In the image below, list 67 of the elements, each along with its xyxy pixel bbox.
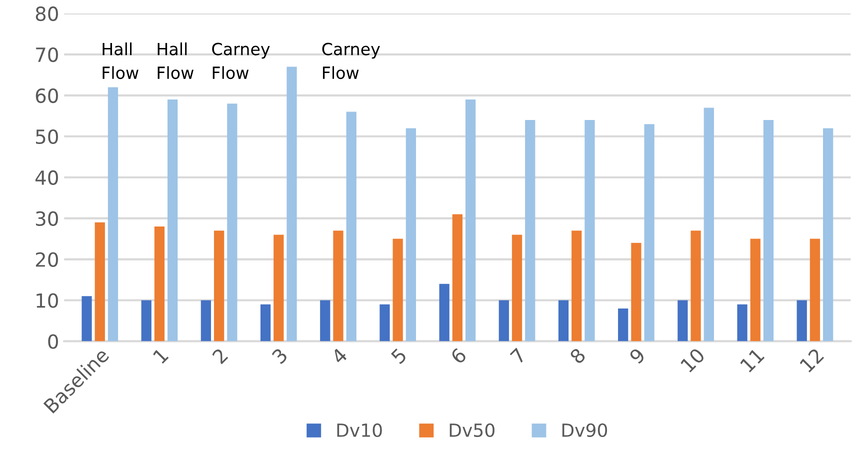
bar — [392, 238, 403, 342]
x-tick-label: 3 — [271, 347, 288, 364]
bar — [286, 66, 297, 342]
bar — [823, 128, 834, 342]
bar — [584, 120, 595, 342]
bar — [346, 112, 356, 342]
bar — [512, 234, 522, 342]
bar — [227, 104, 238, 342]
y-tick-label: 30 — [36, 211, 58, 226]
bar — [333, 230, 344, 342]
y-tick-label: 50 — [36, 129, 58, 144]
legend-label: Dv50 — [450, 423, 494, 438]
bar — [141, 300, 152, 342]
bar — [274, 234, 284, 342]
y-tick-label: 10 — [36, 293, 58, 308]
bar — [525, 120, 536, 342]
x-tick-label: 2 — [212, 348, 228, 364]
y-tick-label: 70 — [36, 47, 58, 62]
y-tick-label: 0 — [48, 334, 58, 349]
bar — [572, 230, 582, 342]
bar — [452, 214, 462, 342]
y-tick-label: 20 — [36, 252, 58, 267]
bar — [763, 120, 774, 342]
bar — [260, 304, 271, 342]
bar — [380, 304, 390, 342]
bar — [678, 300, 688, 342]
bar — [558, 300, 569, 342]
x-tick-label: 9 — [628, 347, 646, 365]
x-tick-label: 12 — [799, 348, 824, 373]
bar — [618, 308, 628, 342]
x-tick-label: 5 — [390, 348, 408, 364]
bar — [631, 242, 642, 342]
bar — [690, 230, 701, 342]
bar — [796, 300, 807, 342]
x-tick-label: 8 — [569, 347, 586, 365]
bar — [154, 226, 165, 342]
y-tick-label: 60 — [36, 88, 58, 104]
bar — [94, 222, 105, 342]
legend-label: Dv10 — [337, 423, 382, 438]
bar — [737, 304, 748, 342]
legend-label: Dv90 — [562, 423, 608, 438]
x-tick-label: 11 — [740, 348, 765, 373]
x-tick-label: 4 — [330, 347, 348, 365]
bar — [750, 238, 760, 342]
bar — [439, 284, 450, 342]
bar — [168, 100, 178, 342]
y-tick-label: 40 — [35, 170, 58, 186]
x-tick-label: 1 — [152, 348, 169, 364]
bar — [320, 300, 330, 342]
annotation: Carney Flow — [212, 42, 270, 80]
bar — [704, 108, 714, 342]
x-tick-label: 7 — [510, 348, 526, 364]
bar — [82, 296, 92, 342]
annotation: Carney Flow — [322, 42, 380, 80]
annotation: Hall Flow — [102, 42, 138, 80]
bar — [214, 230, 224, 342]
bar — [200, 300, 212, 342]
annotation: Hall Flow — [158, 42, 194, 80]
y-tick-label: 80 — [36, 6, 58, 22]
bar — [465, 100, 476, 342]
bar — [406, 128, 416, 342]
bar — [498, 300, 509, 342]
bar — [108, 87, 118, 342]
x-tick-label: 10 — [680, 347, 706, 373]
x-tick-label: 6 — [450, 347, 468, 365]
bar — [810, 238, 820, 342]
bar — [644, 124, 654, 342]
